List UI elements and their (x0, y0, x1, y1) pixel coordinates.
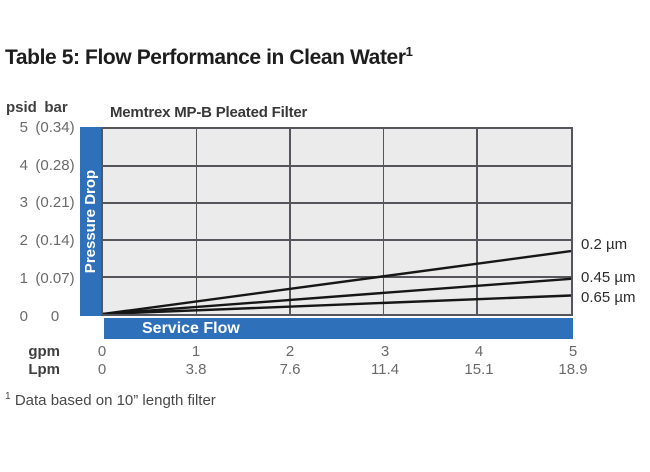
y-tick-psid: 0 (19, 308, 28, 325)
y-tick-row: 4 (0.28) (6, 157, 84, 175)
plot-area (101, 127, 573, 316)
x-tick-gpm: 4 (474, 343, 484, 360)
y-tick-row: 1 (0.07) (6, 270, 84, 288)
page-title-text: Table 5: Flow Performance in Clean Water (5, 46, 406, 69)
y-tick-psid: 5 (19, 119, 28, 136)
x-tick-lpm: 18.9 (558, 361, 588, 378)
y-tick-row: 5 (0.34) (6, 119, 84, 137)
y-axis-label-bar: Pressure Drop (80, 127, 101, 316)
x-tick-row-gpm: gpm 0 1 2 3 4 5 (0, 344, 650, 360)
y-tick-bar: (0.21) (35, 194, 75, 211)
series-label-02um: 0.2 µm (581, 236, 628, 253)
y-tick-psid: 4 (19, 157, 28, 174)
x-unit-gpm: gpm (28, 343, 60, 360)
x-unit-lpm: Lpm (28, 361, 60, 378)
x-tick-lpm: 11.4 (370, 361, 400, 378)
vertical-gridline (195, 129, 198, 314)
x-tick-gpm: 1 (191, 343, 201, 360)
x-axis-label-bar: Service Flow (104, 318, 573, 339)
horizontal-gridline (103, 165, 571, 167)
x-tick-gpm: 5 (568, 343, 578, 360)
y-tick-row: 3 (0.21) (6, 194, 84, 212)
x-tick-lpm: 15.1 (464, 361, 494, 378)
x-tick-lpm: 3.8 (185, 361, 207, 378)
x-axis-label: Service Flow (142, 319, 240, 337)
horizontal-gridline (103, 202, 571, 204)
horizontal-gridline (103, 276, 571, 278)
footnote: 1 Data based on 10” length filter (5, 391, 216, 409)
series-label-045um: 0.45 µm (581, 269, 636, 286)
y-tick-psid: 2 (19, 232, 28, 249)
page-title-superscript: 1 (405, 44, 413, 59)
y-tick-bar: (0.07) (35, 270, 75, 287)
x-tick-gpm: 3 (380, 343, 390, 360)
chart-title: Memtrex MP-B Pleated Filter (110, 104, 308, 121)
y-tick-row: 2 (0.14) (6, 232, 84, 250)
y-tick-psid: 1 (19, 270, 28, 287)
vertical-gridline (382, 129, 385, 314)
y-tick-psid: 3 (19, 194, 28, 211)
series-label-065um: 0.65 µm (581, 289, 636, 306)
y-axis-unit-header: psid bar (6, 99, 84, 116)
y-tick-bar: 0 (50, 308, 60, 325)
x-tick-row-lpm: Lpm 0 3.8 7.6 11.4 15.1 18.9 (0, 362, 650, 378)
footnote-text: Data based on 10” length filter (10, 392, 216, 409)
y-tick-bar: (0.34) (35, 119, 75, 136)
y-unit-bar: bar (44, 99, 68, 116)
x-tick-lpm: 7.6 (279, 361, 301, 378)
series-lines (103, 249, 571, 314)
x-tick-lpm: 0 (97, 361, 107, 378)
footnote-superscript: 1 (5, 391, 11, 402)
x-tick-gpm: 2 (285, 343, 295, 360)
page-title: Table 5: Flow Performance in Clean Water… (5, 44, 413, 70)
y-tick-bar: (0.28) (35, 157, 75, 174)
y-axis-label: Pressure Drop (82, 169, 99, 274)
vertical-gridline (289, 129, 291, 314)
y-tick-bar: (0.14) (35, 232, 75, 249)
horizontal-gridline (103, 239, 571, 241)
y-unit-psid: psid (6, 99, 37, 116)
x-tick-gpm: 0 (97, 343, 107, 360)
vertical-gridline (476, 129, 478, 314)
